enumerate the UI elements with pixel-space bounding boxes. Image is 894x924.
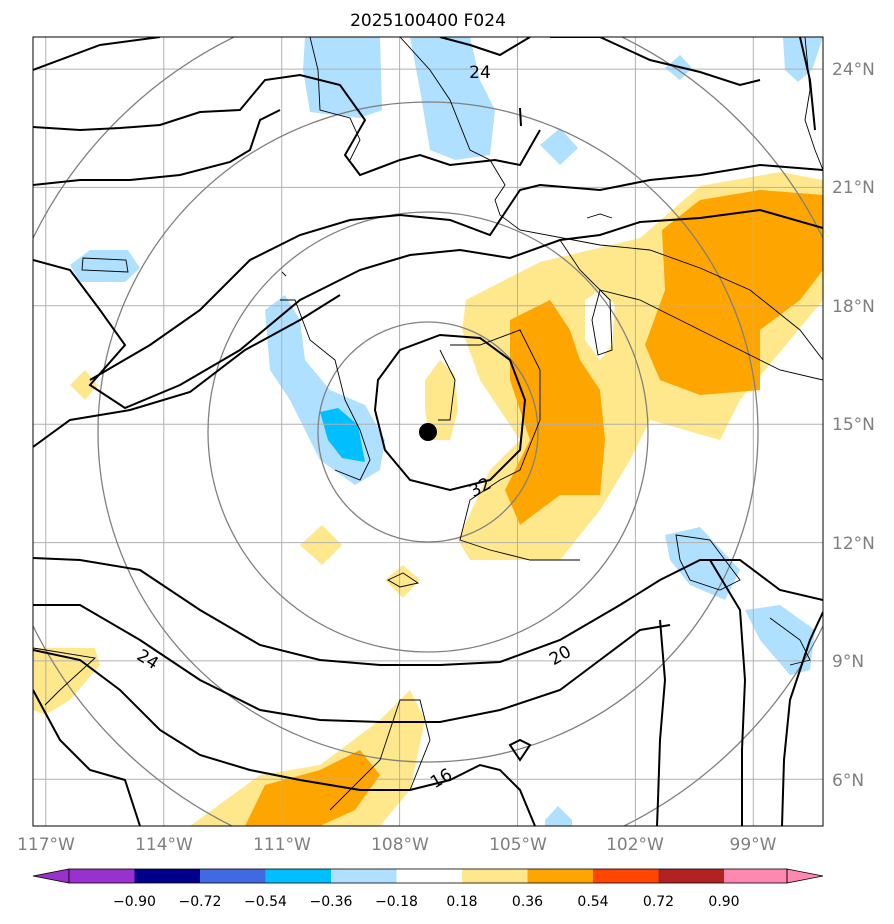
colorbar-bin: [724, 869, 787, 883]
colorbar-tick: 0.72: [643, 894, 674, 910]
colorbar-bin: [265, 869, 331, 883]
colorbar: −0.90 −0.72 −0.54 −0.36 −0.18 0.18 0.36 …: [32, 868, 824, 910]
x-tick-111w: 111°W: [253, 835, 311, 855]
colorbar-frame: [68, 868, 788, 884]
x-tick-114w: 114°W: [135, 835, 193, 855]
x-tick-105w: 105°W: [489, 835, 547, 855]
range-rings: [33, 37, 823, 826]
colorbar-bin: [134, 869, 200, 883]
y-axis-ticks: 24°N 21°N 18°N 15°N 12°N 9°N 6°N: [832, 60, 875, 791]
plot-frame: [32, 36, 824, 827]
y-tick-18n: 18°N: [832, 297, 875, 317]
colorbar-bin: [658, 869, 724, 883]
colorbar-bin: [200, 869, 266, 883]
colorbar-bin: [69, 869, 135, 883]
y-tick-12n: 12°N: [832, 534, 875, 554]
colorbar-tick: 0.54: [577, 894, 608, 910]
x-tick-117w: 117°W: [17, 835, 75, 855]
plot-area: 24 32 24 20 16: [33, 37, 823, 826]
x-tick-102w: 102°W: [606, 835, 664, 855]
colorbar-tick: −0.36: [310, 894, 353, 910]
colorbar-bin: [462, 869, 528, 883]
x-axis-ticks: 117°W 114°W 111°W 108°W 105°W 102°W 99°W: [17, 835, 777, 855]
colorbar-extend-low: [32, 868, 70, 884]
y-tick-6n: 6°N: [832, 771, 864, 791]
colorbar-tick: 0.18: [446, 894, 477, 910]
x-tick-99w: 99°W: [730, 835, 777, 855]
shading-positive: [33, 172, 823, 826]
y-tick-24n: 24°N: [832, 60, 875, 80]
y-tick-15n: 15°N: [832, 415, 875, 435]
colorbar-tick: 0.36: [512, 894, 543, 910]
colorbar-tick: −0.90: [113, 894, 156, 910]
colorbar-tick: −0.54: [244, 894, 287, 910]
coastlines: [33, 37, 823, 811]
chart-title: 2025100400 F024: [350, 11, 506, 31]
colorbar-bin: [331, 869, 397, 883]
y-tick-21n: 21°N: [832, 178, 875, 198]
colorbar-tick: 0.90: [708, 894, 739, 910]
colorbar-tick: −0.18: [375, 894, 418, 910]
storm-center-marker: [419, 423, 437, 441]
colorbar-extend-high: [786, 868, 824, 884]
colorbar-bin: [593, 869, 659, 883]
contour-label-24-top: 24: [469, 63, 491, 83]
height-contours: [33, 37, 823, 826]
x-tick-108w: 108°W: [371, 835, 429, 855]
colorbar-bin: [396, 869, 462, 883]
y-tick-9n: 9°N: [832, 652, 864, 672]
colorbar-bin: [527, 869, 593, 883]
colorbar-tick: −0.72: [179, 894, 222, 910]
